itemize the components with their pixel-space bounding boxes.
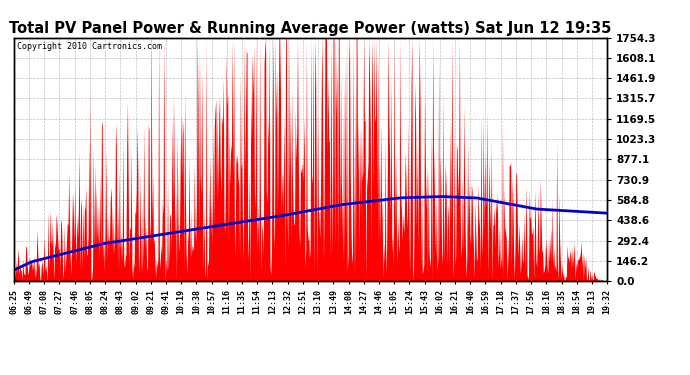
Title: Total PV Panel Power & Running Average Power (watts) Sat Jun 12 19:35: Total PV Panel Power & Running Average P… [9, 21, 612, 36]
Text: Copyright 2010 Cartronics.com: Copyright 2010 Cartronics.com [17, 42, 161, 51]
